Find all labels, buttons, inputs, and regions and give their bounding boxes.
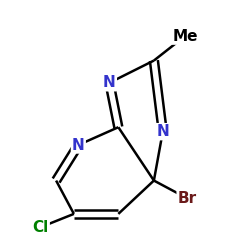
Text: N: N xyxy=(103,75,116,90)
Text: Br: Br xyxy=(178,191,197,206)
Text: Cl: Cl xyxy=(32,220,49,235)
Text: Me: Me xyxy=(172,28,198,44)
Text: N: N xyxy=(156,124,169,139)
Text: N: N xyxy=(72,138,85,152)
